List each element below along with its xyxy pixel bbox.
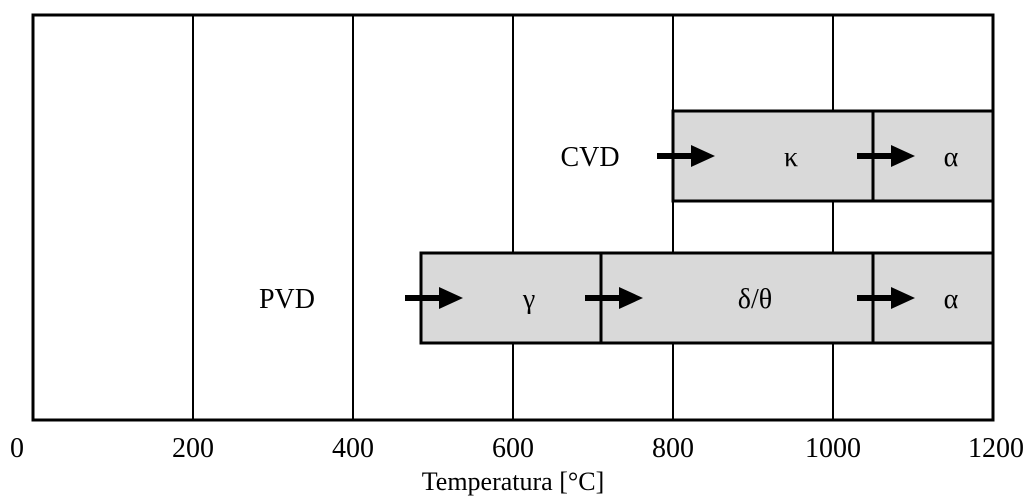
gridlines — [192, 15, 834, 420]
tick-label-800: 800 — [652, 433, 694, 464]
phase-label-cvd-0: κ — [784, 142, 798, 173]
row-pvd: PVD γ δ/θ α — [259, 251, 995, 345]
tick-labels: 0 200 400 600 800 1000 1200 — [10, 433, 1024, 464]
tick-label-0: 0 — [10, 433, 24, 464]
x-axis-title: Temperatura [°C] — [422, 467, 605, 496]
arrow-cvd-0 — [657, 145, 715, 167]
tick-label-600: 600 — [492, 433, 534, 464]
tick-label-1000: 1000 — [805, 433, 861, 464]
phase-label-pvd-1: δ/θ — [738, 284, 772, 315]
phase-label-pvd-0: γ — [522, 284, 535, 315]
arrow-pvd-0 — [405, 287, 463, 309]
arrow-pvd-0-head — [439, 287, 463, 309]
row-cvd: CVD κ α — [560, 109, 995, 203]
arrow-pvd-2-head — [891, 287, 915, 309]
row-label-pvd: PVD — [259, 284, 315, 315]
tick-label-1200: 1200 — [968, 433, 1024, 464]
process-rows: CVD κ α PVD γ δ/θ α — [259, 109, 995, 345]
arrow-cvd-0-head — [691, 145, 715, 167]
tick-label-400: 400 — [332, 433, 374, 464]
arrow-pvd-2 — [857, 287, 915, 309]
phase-label-pvd-2: α — [944, 284, 959, 315]
row-label-cvd: CVD — [560, 142, 619, 173]
arrow-cvd-1-head — [891, 145, 915, 167]
arrow-pvd-1 — [585, 287, 643, 309]
phase-label-cvd-1: α — [944, 142, 959, 173]
arrow-cvd-1 — [857, 145, 915, 167]
arrow-pvd-1-head — [619, 287, 643, 309]
tick-label-200: 200 — [172, 433, 214, 464]
